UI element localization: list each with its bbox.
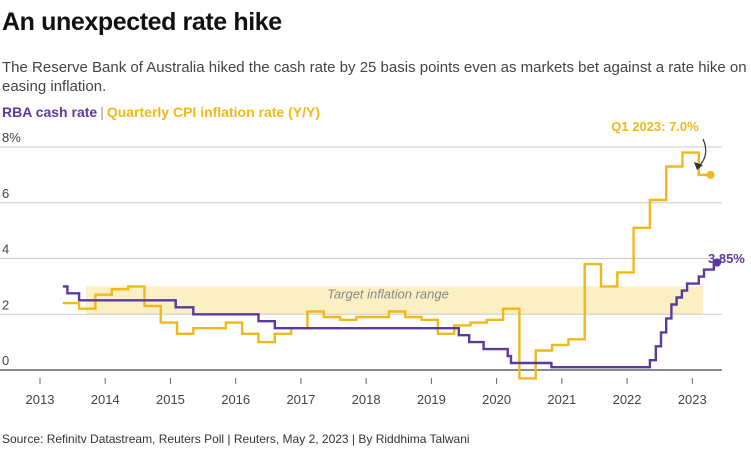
x-tick-label: 2014 [91, 392, 120, 407]
target-band-label: Target inflation range [327, 286, 449, 301]
source-note: Source: Refinitv Datastream, Reuters Pol… [2, 432, 470, 446]
x-tick-label: 2023 [678, 392, 707, 407]
y-tick-label: 8% [2, 130, 21, 145]
rba-end-label: 3.85% [708, 251, 745, 266]
x-tick-label: 2022 [613, 392, 642, 407]
legend-separator: | [100, 104, 104, 120]
rba-series-line [62, 261, 718, 369]
x-tick-label: 2018 [352, 392, 381, 407]
rba-end-marker [713, 258, 722, 267]
x-tick-label: 2019 [417, 392, 446, 407]
x-tick-label: 2020 [482, 392, 511, 407]
chart-subtitle: The Reserve Bank of Australia hiked the … [2, 59, 747, 95]
y-tick-label: 0 [2, 353, 9, 368]
cpi-annotation-arrowhead [694, 162, 703, 170]
cpi-series-line [62, 151, 711, 380]
legend-rba: RBA cash rate [2, 104, 98, 120]
y-tick-label: 6 [2, 186, 9, 201]
legend-cpi: Quarterly CPI inflation rate (Y/Y) [106, 104, 320, 120]
x-tick-label: 2017 [286, 392, 315, 407]
chart-title: An unexpected rate hike [2, 8, 282, 36]
target-inflation-band [86, 286, 703, 315]
cpi-end-label: Q1 2023: 7.0% [611, 119, 699, 134]
x-tick-label: 2013 [26, 392, 55, 407]
legend: RBA cash rate | Quarterly CPI inflation ra… [2, 104, 320, 120]
y-tick-label: 2 [2, 297, 9, 312]
x-tick-label: 2021 [547, 392, 576, 407]
y-tick-label: 4 [2, 242, 9, 257]
x-tick-label: 2015 [156, 392, 185, 407]
cpi-end-marker [706, 170, 715, 179]
x-tick-label: 2016 [221, 392, 250, 407]
